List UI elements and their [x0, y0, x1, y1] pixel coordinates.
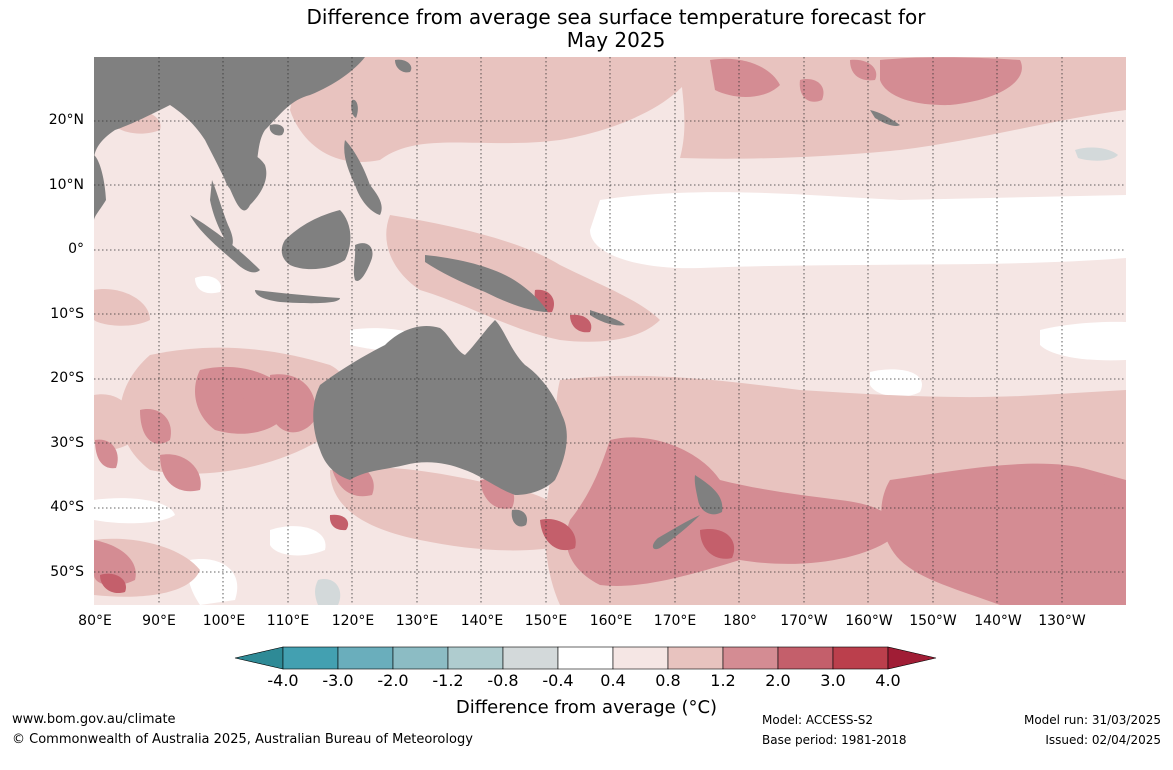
lon-label-140e: 140°E [460, 613, 504, 629]
colorbar-tick-label: -0.4 [542, 671, 574, 690]
colorbar-tick-label: -2.0 [377, 671, 409, 690]
colorbar-tick-label: 4.0 [875, 671, 901, 690]
lon-label-110e: 110°E [266, 613, 310, 629]
colorbar-segment [612, 646, 669, 670]
colorbar-tick-label: -0.8 [487, 671, 519, 690]
new-zealand-north [694, 475, 723, 515]
lon-label-130w: 130°W [1038, 613, 1086, 629]
colorbar-tick-label: -1.2 [432, 671, 464, 690]
colorbar-segment [667, 646, 724, 670]
colorbar-segment [337, 646, 394, 670]
java [255, 290, 340, 304]
new-zealand-south [652, 515, 700, 550]
strong-anomaly-regions [94, 57, 1126, 605]
lat-label-40s: 40°S [50, 499, 84, 515]
india-tip [94, 155, 106, 220]
title-line-1: Difference from average sea surface temp… [306, 5, 926, 29]
lon-label-90e: 90°E [142, 613, 176, 629]
lat-label-20n: 20°N [48, 112, 84, 128]
japan [395, 59, 412, 73]
lat-label-50s: 50°S [50, 564, 84, 580]
australia [313, 320, 567, 495]
lat-label-10n: 10°N [48, 177, 84, 193]
colorbar-segment [502, 646, 559, 670]
sumatra [190, 215, 260, 273]
colorbar-tick-label: -4.0 [267, 671, 299, 690]
colorbar-tick-label: 3.0 [820, 671, 846, 690]
colorbar-extend-low [234, 646, 284, 670]
colorbar-segment [832, 646, 889, 670]
taiwan [351, 99, 358, 118]
hainan [269, 124, 285, 136]
lat-label-20s: 20°S [50, 370, 84, 386]
lat-label-30s: 30°S [50, 435, 84, 451]
philippines [344, 140, 382, 215]
lon-label-150w: 150°W [909, 613, 957, 629]
lat-label-0: 0° [68, 241, 84, 257]
colorbar-extend-high [887, 646, 937, 670]
colorbar-tick-label: 2.0 [765, 671, 791, 690]
land-masses [94, 57, 900, 550]
lon-label-160e: 160°E [589, 613, 633, 629]
lat-label-10s: 10°S [50, 306, 84, 322]
colorbar-tick-label: 0.4 [600, 671, 626, 690]
colorbar-segment [282, 646, 339, 670]
map-area [94, 57, 1126, 605]
colorbar-segment [722, 646, 779, 670]
colorbar-segment [392, 646, 449, 670]
colorbar-segments [234, 646, 937, 670]
lon-label-170e: 170°E [653, 613, 697, 629]
hawaii [870, 110, 900, 127]
sulawesi [353, 243, 373, 281]
copyright-text: © Commonwealth of Australia 2025, Austra… [12, 732, 473, 747]
colorbar-segment [777, 646, 834, 670]
indochina [224, 153, 267, 211]
colorbar-segment [447, 646, 504, 670]
lon-label-180: 180° [723, 613, 757, 629]
new-guinea [425, 255, 548, 312]
website-link[interactable]: www.bom.gov.au/climate [12, 712, 176, 727]
graticule [94, 57, 1126, 605]
lon-label-160w: 160°W [845, 613, 893, 629]
colorbar [234, 646, 937, 670]
map-title: Difference from average sea surface temp… [0, 6, 1173, 52]
colorbar-tick-label: 1.2 [710, 671, 736, 690]
colorbar-tick-label: 0.8 [655, 671, 681, 690]
colorbar-label: Difference from average (°C) [455, 697, 718, 718]
model-name: Model: ACCESS-S2 [762, 713, 874, 727]
lon-label-100e: 100°E [202, 613, 246, 629]
base-period: Base period: 1981-2018 [762, 733, 907, 747]
issued-date: Issued: 02/04/2025 [1045, 733, 1161, 747]
lon-label-170w: 170°W [780, 613, 828, 629]
tasmania [511, 509, 528, 527]
malay-peninsula [210, 180, 233, 248]
neutral-anomaly-regions [94, 72, 1126, 605]
asia-mainland [94, 57, 365, 195]
lon-label-140w: 140°W [974, 613, 1022, 629]
lon-label-130e: 130°E [395, 613, 439, 629]
colorbar-segment [557, 646, 614, 670]
lon-label-80e: 80°E [78, 613, 112, 629]
lon-label-150e: 150°E [524, 613, 568, 629]
colorbar-tick-label: -3.0 [322, 671, 354, 690]
lon-label-120e: 120°E [331, 613, 375, 629]
model-run-date: Model run: 31/03/2025 [1023, 713, 1161, 727]
title-line-2: May 2025 [566, 28, 666, 52]
borneo [281, 210, 351, 270]
cool-anomaly-regions [315, 147, 1118, 605]
